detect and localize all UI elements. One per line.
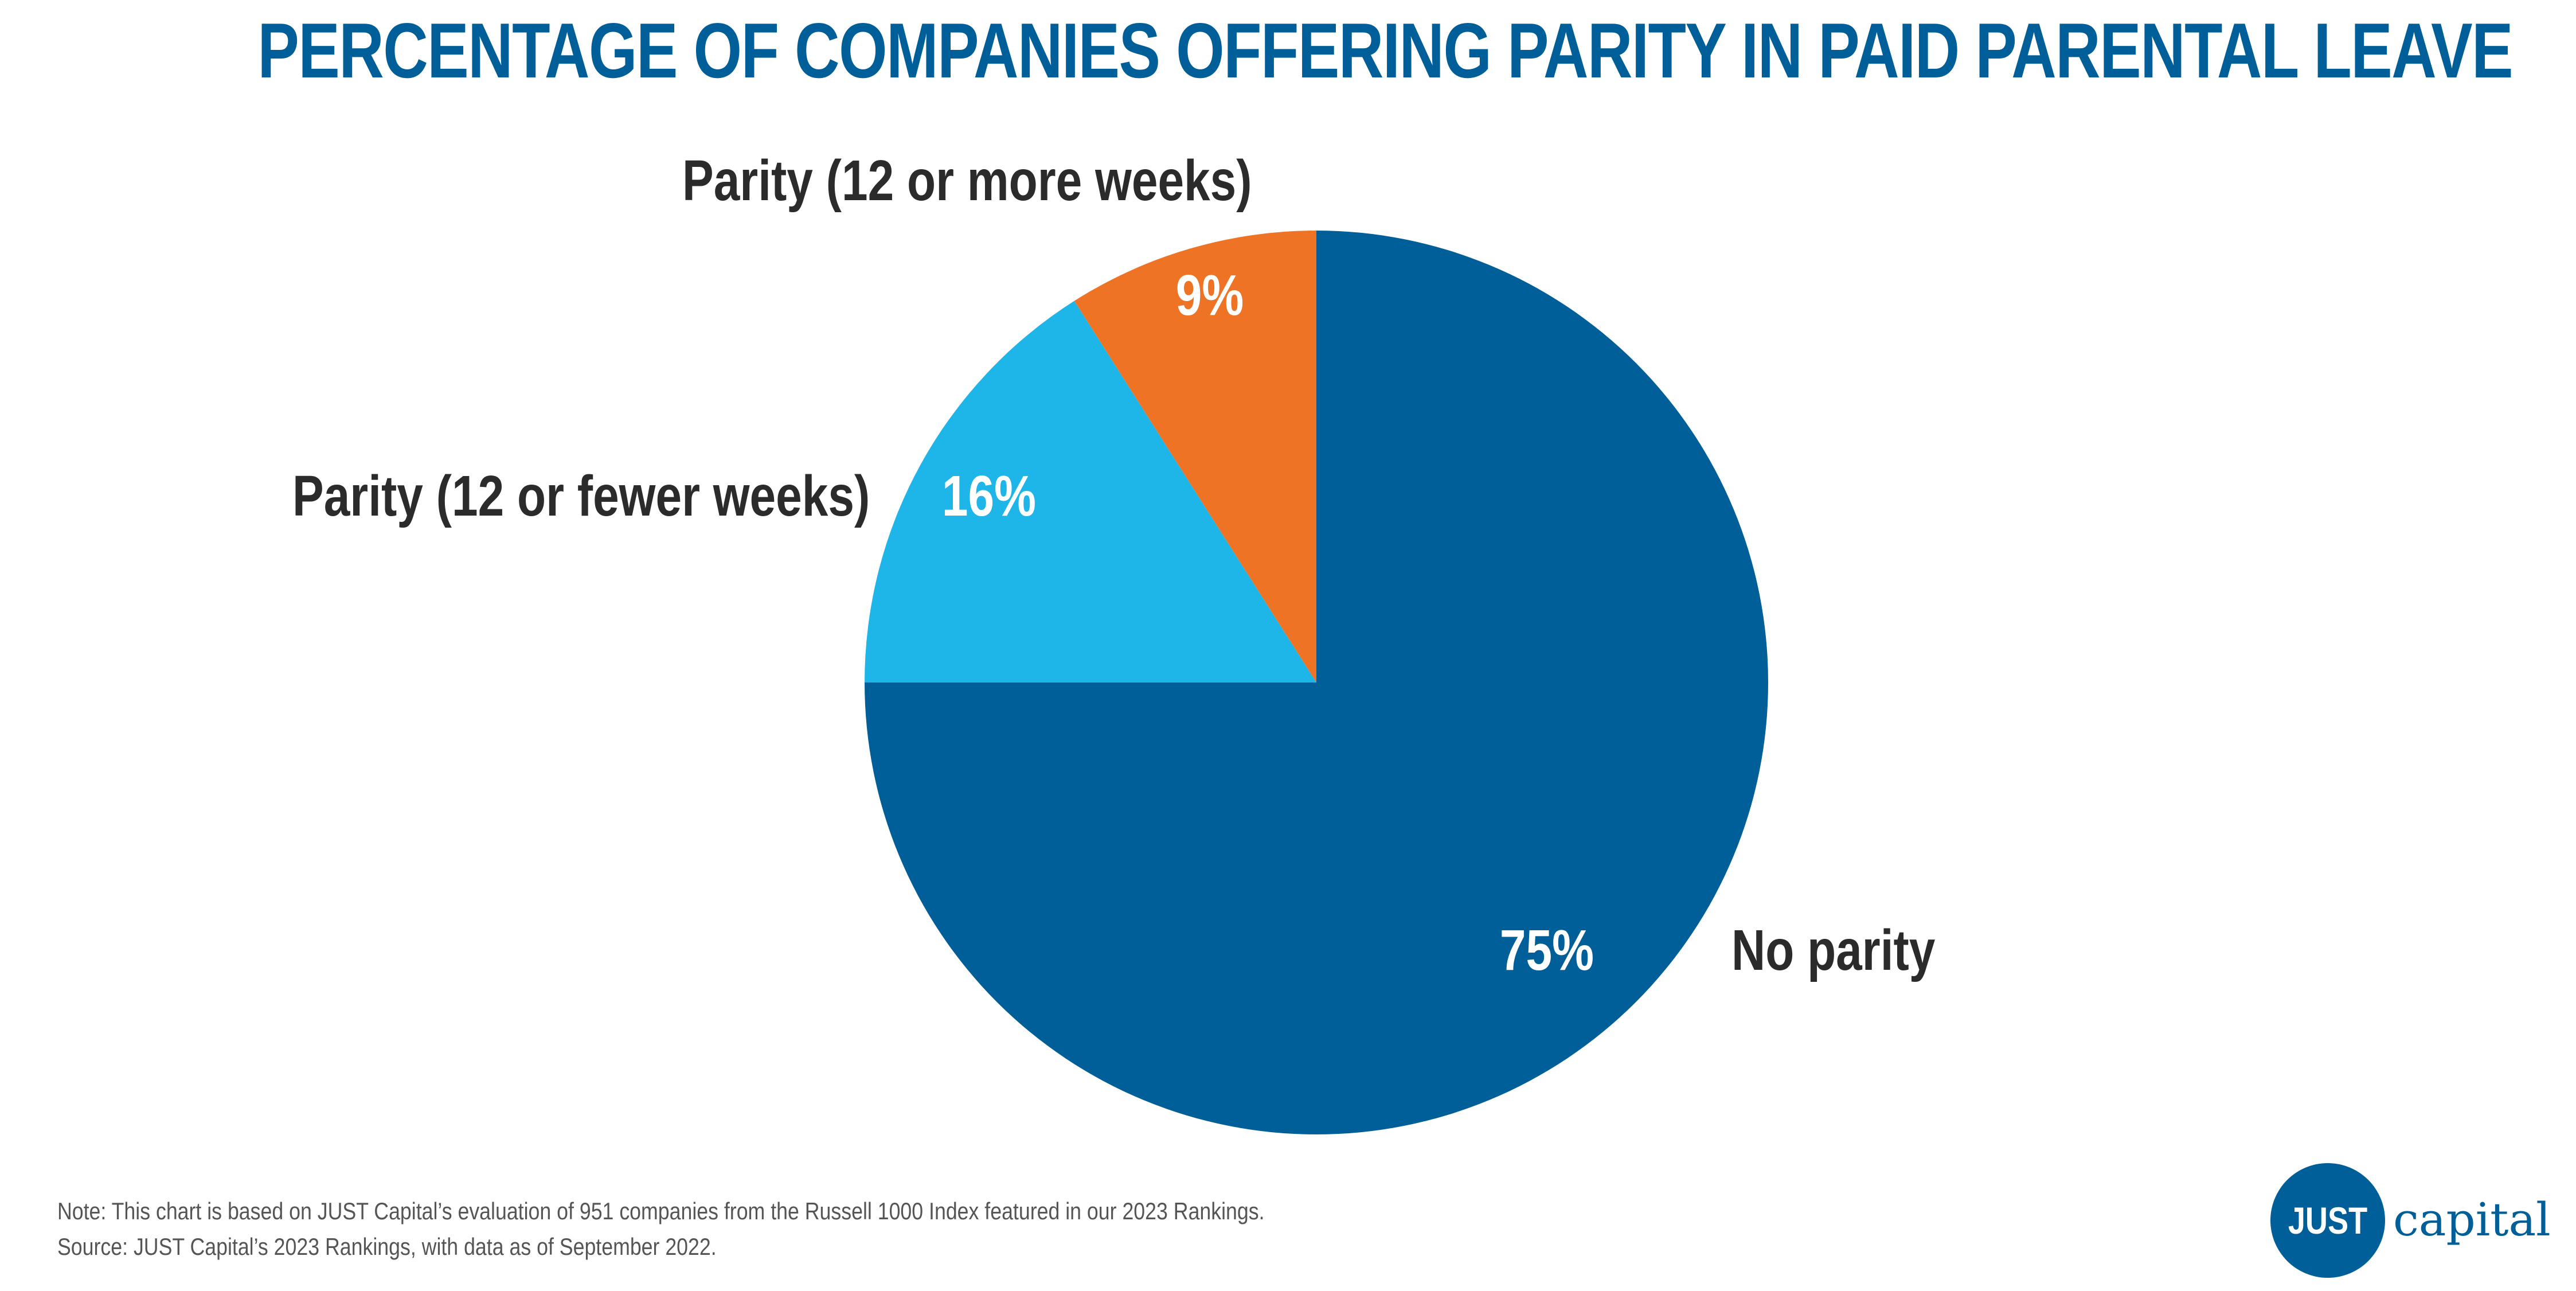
slice-label-parity-12-or-fewer: Parity (12 or fewer weeks) xyxy=(292,464,870,528)
slice-label-parity-12-or-more: Parity (12 or more weeks) xyxy=(682,149,1252,213)
logo-capital-text: capital xyxy=(2393,1193,2551,1246)
pie-slice-parity-12-or-fewer xyxy=(865,301,1316,682)
slice-value-parity-12-or-fewer: 16% xyxy=(941,464,1037,528)
chart-source: Source: JUST Capital’s 2023 Rankings, wi… xyxy=(57,1233,717,1260)
just-capital-logo: JUST capital xyxy=(2270,1163,2569,1278)
logo-just-text: JUST xyxy=(2288,1199,2368,1242)
chart-title: PERCENTAGE OF COMPANIES OFFERING PARITY … xyxy=(257,7,2513,94)
slice-value-parity-12-or-more: 9% xyxy=(1175,263,1244,327)
logo-circle xyxy=(2270,1163,2385,1278)
pie-slice-parity-12-or-more xyxy=(1074,231,1316,682)
chart-note: Note: This chart is based on JUST Capita… xyxy=(57,1198,1265,1224)
slice-value-no-parity: 75% xyxy=(1499,918,1594,982)
slice-label-no-parity: No parity xyxy=(1731,918,1936,982)
